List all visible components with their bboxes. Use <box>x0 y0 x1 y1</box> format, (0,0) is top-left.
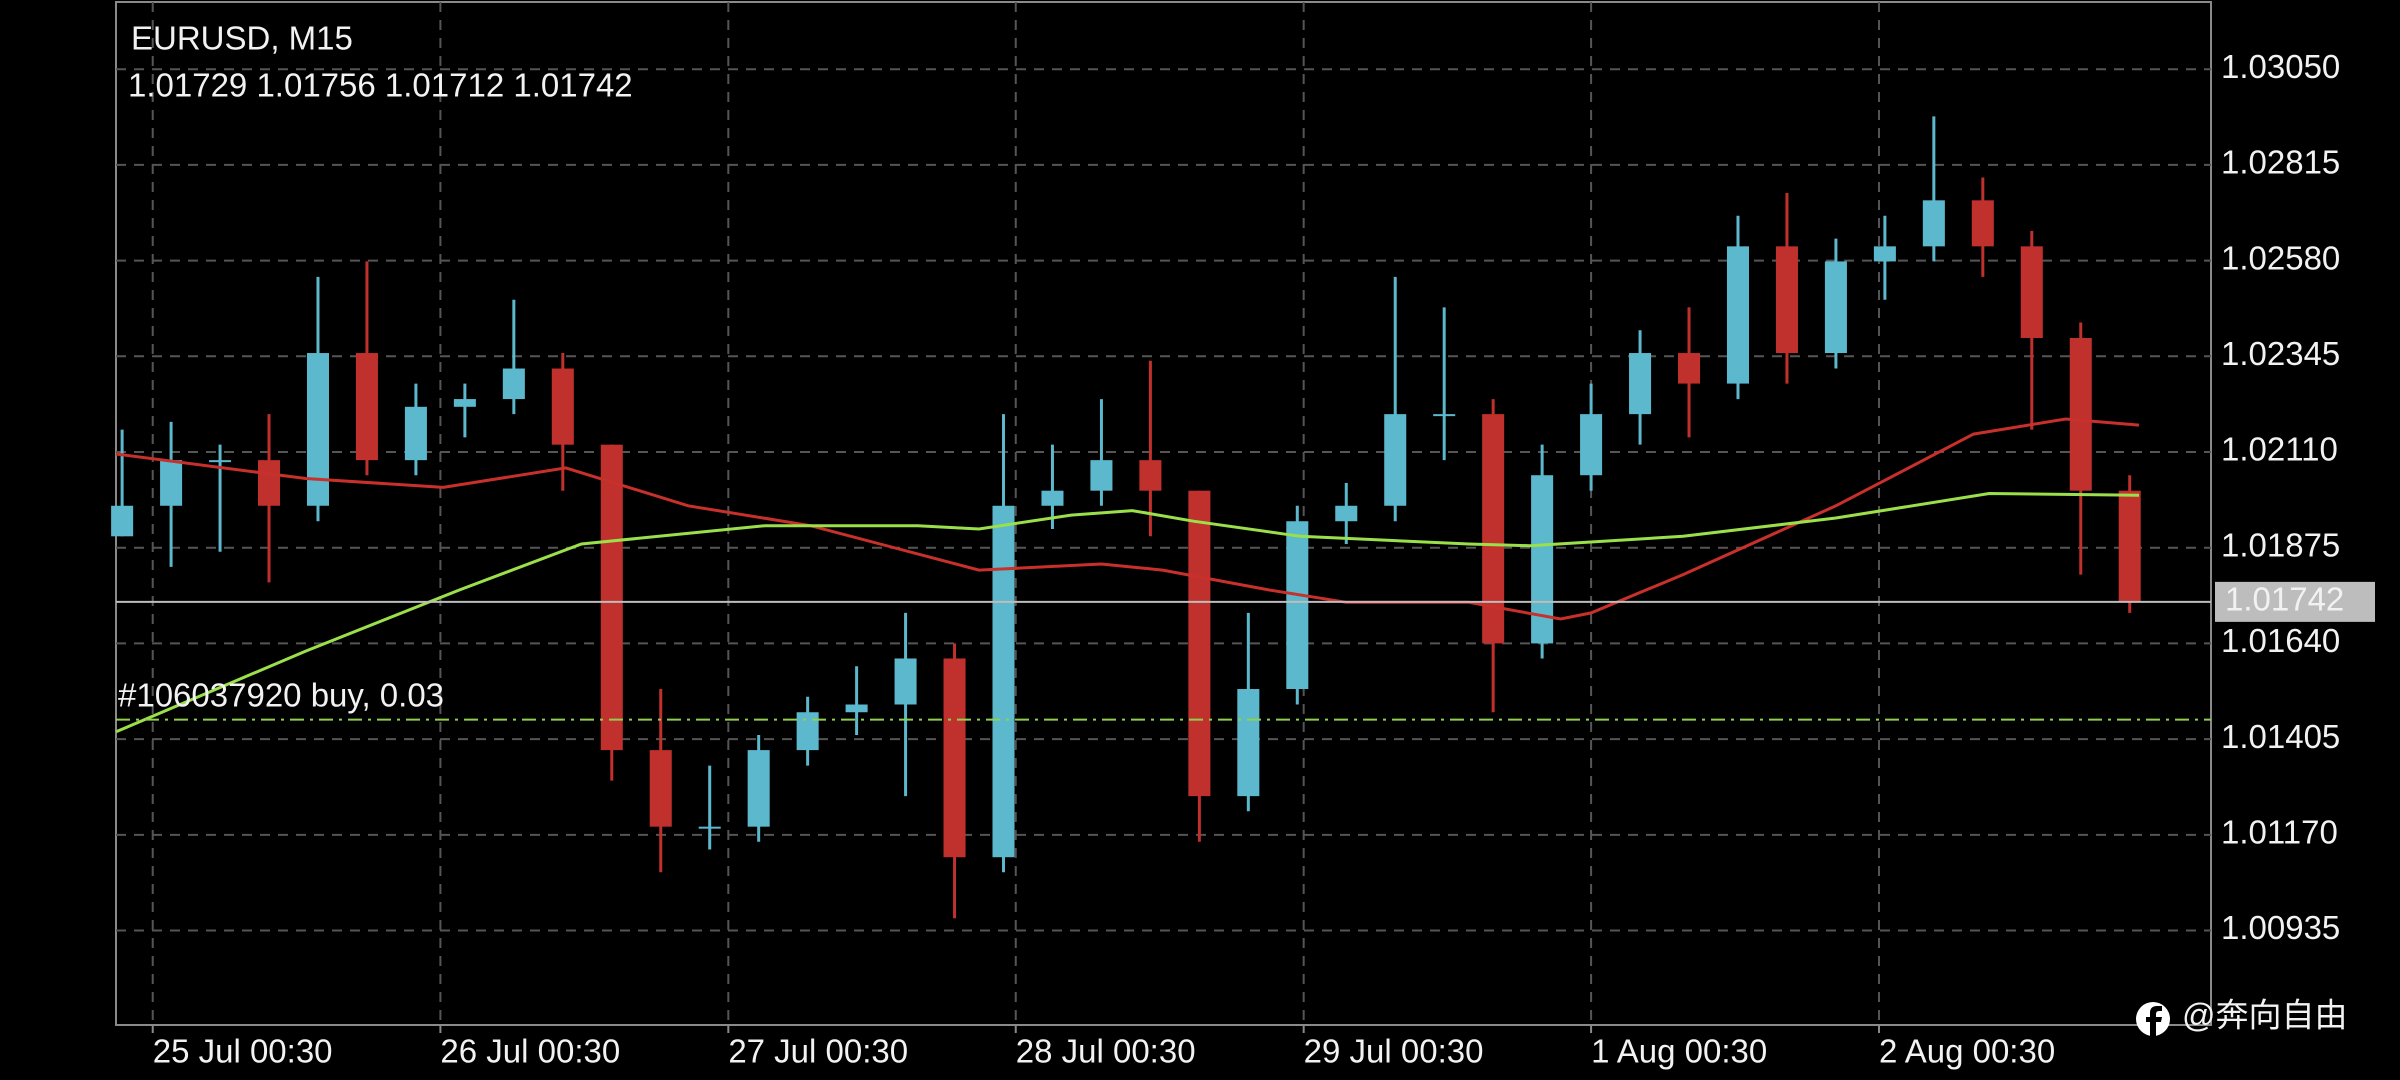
candle-body <box>111 505 134 537</box>
candle-body <box>1188 490 1211 797</box>
candle-body <box>1139 460 1162 491</box>
order-label: #106037920 buy, 0.03 <box>118 676 444 713</box>
candle-body <box>160 460 183 506</box>
candle-body <box>600 444 623 751</box>
y-tick-label: 1.01405 <box>2221 718 2340 755</box>
candle-body <box>1629 353 1652 415</box>
candle-body <box>992 505 1015 858</box>
candle-body <box>2118 490 2141 602</box>
watermark-text: @奔向自由 <box>2182 997 2348 1034</box>
candle-body <box>845 704 868 713</box>
candle-body <box>306 353 330 506</box>
x-tick-label: 2 Aug 00:30 <box>1879 1033 2055 1070</box>
candle-body <box>502 368 525 400</box>
candle-body <box>1922 200 1945 247</box>
candle-body <box>551 368 574 445</box>
candle-body <box>2069 337 2092 491</box>
candle-body <box>1286 521 1309 690</box>
x-tick-label: 25 Jul 00:30 <box>153 1033 333 1070</box>
moving-average-line <box>115 491 2140 734</box>
y-tick-label: 1.02110 <box>2221 431 2338 468</box>
candle-body <box>1775 246 1798 354</box>
y-tick-label: 1.01640 <box>2221 622 2340 659</box>
x-tick-label: 26 Jul 00:30 <box>440 1033 620 1070</box>
candle-body <box>1384 414 1407 506</box>
candle-body <box>943 658 966 858</box>
candle-body <box>355 353 378 461</box>
candle-body <box>1971 200 1994 247</box>
watermark-icon-glyph <box>2146 1006 2162 1036</box>
candle-body <box>1678 353 1701 384</box>
ohlc-readout: 1.01729 1.01756 1.01712 1.01742 <box>128 67 633 104</box>
chart-title: EURUSD, M15 <box>131 20 353 57</box>
last-price-box <box>2215 581 2375 622</box>
candle-body <box>1335 505 1358 522</box>
candle-body <box>1873 246 1896 262</box>
watermark: @奔向自由 <box>2136 997 2348 1036</box>
last-price-label: 1.01742 <box>2225 581 2344 618</box>
y-tick-label: 1.00935 <box>2221 909 2340 946</box>
candle-body <box>209 460 232 463</box>
x-tick-label: 28 Jul 00:30 <box>1016 1033 1196 1070</box>
candle-body <box>404 406 427 461</box>
candle-body <box>1041 490 1064 506</box>
candle-body <box>453 399 476 407</box>
y-tick-label: 1.01875 <box>2221 526 2340 563</box>
y-tick-label: 1.01170 <box>2221 814 2338 851</box>
candle-body <box>258 460 281 506</box>
plot-layer <box>111 2 2211 1033</box>
y-tick-label: 1.03050 <box>2221 48 2340 85</box>
plot-frame <box>115 1 2212 1026</box>
candle-body <box>1726 246 1750 384</box>
candle-body <box>1482 414 1505 644</box>
candle-body <box>796 712 819 751</box>
candle-body <box>1237 689 1260 797</box>
y-tick-label: 1.02345 <box>2221 335 2340 372</box>
candle-body <box>1580 414 1603 476</box>
x-tick-label: 29 Jul 00:30 <box>1304 1033 1484 1070</box>
candle-body <box>1090 460 1113 491</box>
candle-body <box>649 750 672 827</box>
x-tick-label: 1 Aug 00:30 <box>1591 1033 1767 1070</box>
x-tick-label: 27 Jul 00:30 <box>728 1033 908 1070</box>
candle-body <box>1433 414 1456 417</box>
candle-body <box>698 826 721 829</box>
y-tick-label: 1.02815 <box>2221 144 2340 181</box>
moving-average-line <box>115 417 2140 621</box>
candle-body <box>2020 246 2043 338</box>
candle-body <box>1824 261 1847 354</box>
candle-body <box>894 658 917 705</box>
y-tick-label: 1.02580 <box>2221 239 2340 276</box>
candle-body <box>747 750 770 827</box>
